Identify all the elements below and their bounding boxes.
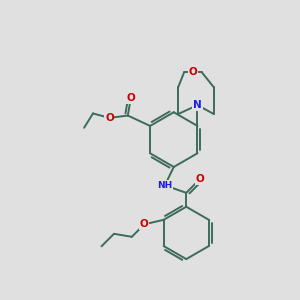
- Text: O: O: [105, 113, 114, 123]
- Text: O: O: [140, 219, 149, 229]
- Text: N: N: [193, 100, 202, 110]
- Text: O: O: [195, 174, 204, 184]
- Text: O: O: [189, 68, 197, 77]
- Text: NH: NH: [157, 181, 172, 190]
- Text: O: O: [126, 93, 135, 103]
